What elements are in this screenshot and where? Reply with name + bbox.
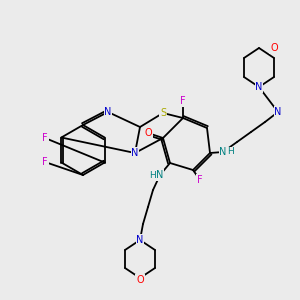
Text: N: N [156, 170, 164, 180]
Text: S: S [160, 108, 166, 118]
Text: N: N [219, 147, 227, 157]
Text: N: N [104, 107, 112, 117]
Text: O: O [144, 128, 152, 138]
Text: N: N [274, 107, 282, 117]
Text: N: N [255, 82, 263, 92]
Text: N: N [136, 235, 144, 245]
Text: F: F [42, 157, 48, 167]
Text: N: N [136, 235, 144, 245]
Text: F: F [180, 96, 186, 106]
Text: H: H [150, 170, 156, 179]
Text: F: F [42, 133, 48, 143]
Text: O: O [136, 275, 144, 285]
Text: N: N [131, 148, 139, 158]
Text: O: O [270, 43, 278, 53]
Text: H: H [226, 148, 233, 157]
Text: F: F [197, 175, 203, 185]
